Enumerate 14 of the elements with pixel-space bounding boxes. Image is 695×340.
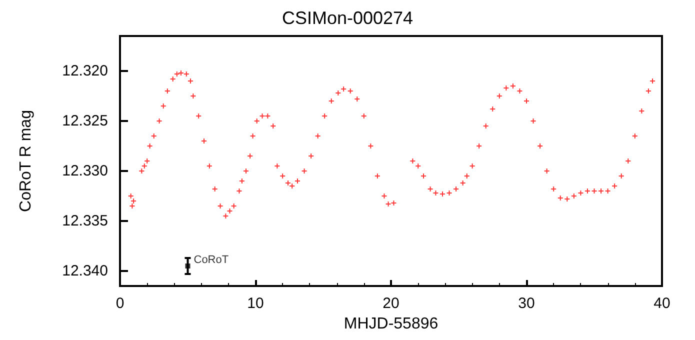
x-tick-label: 0 <box>116 295 124 312</box>
y-axis-title: CoRoT R mag <box>18 110 34 212</box>
y-tick-label: 12.340 <box>62 262 108 280</box>
x-tick-label: 10 <box>247 295 264 312</box>
annotation: CoRoT <box>194 254 229 266</box>
x-tick-label: 20 <box>382 295 400 312</box>
x-tick-label: 30 <box>518 295 535 312</box>
x-axis-title: MHJD-55896 <box>344 315 438 332</box>
y-tick-label: 12.335 <box>62 212 108 230</box>
y-tick-label: 12.325 <box>62 112 108 130</box>
y-tick-label: 12.320 <box>62 62 108 80</box>
x-tick-label: 40 <box>654 295 670 312</box>
y-tick-label: 12.330 <box>62 162 108 180</box>
chart-title: CSIMon-000274 <box>282 8 414 28</box>
